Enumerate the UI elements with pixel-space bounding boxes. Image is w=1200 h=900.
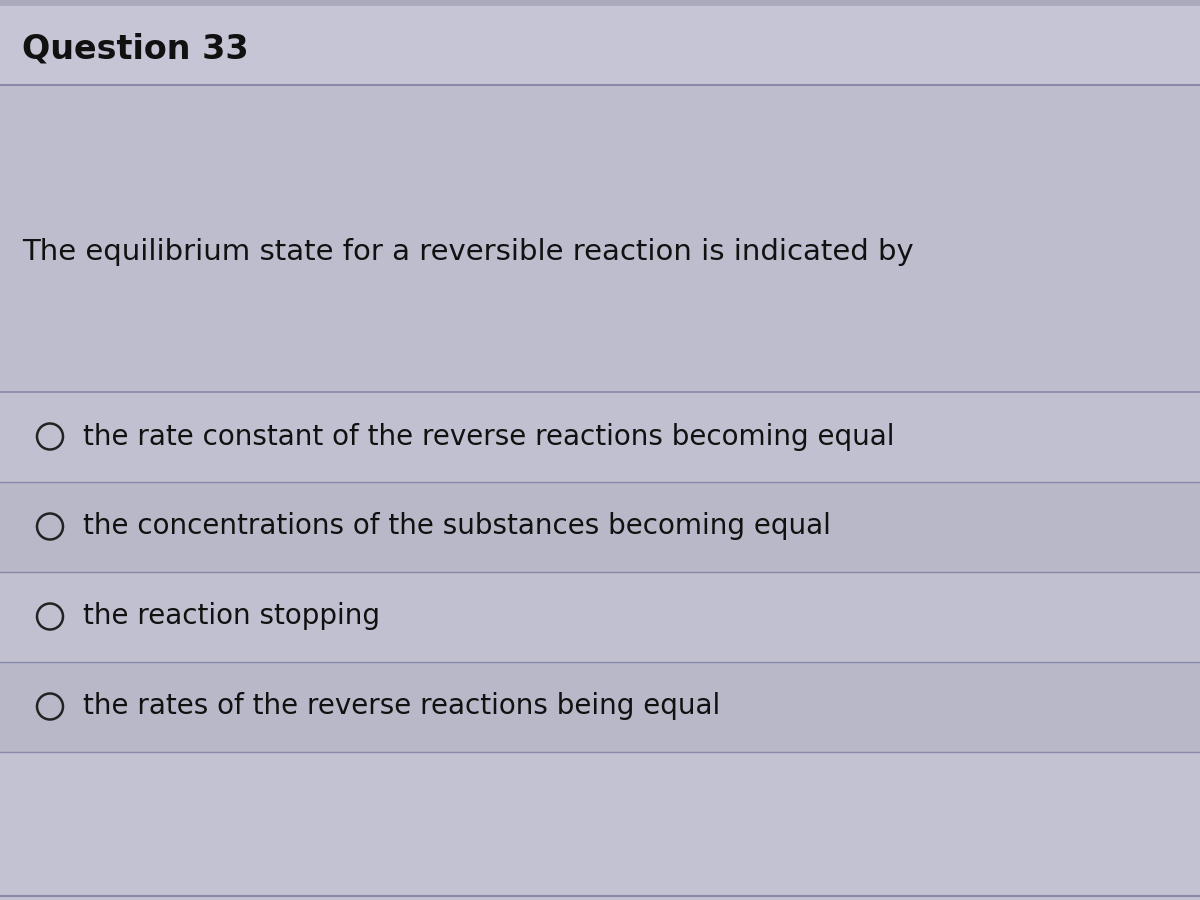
Bar — [0, 572, 1200, 662]
Text: the rates of the reverse reactions being equal: the rates of the reverse reactions being… — [83, 692, 720, 721]
Text: the reaction stopping: the reaction stopping — [83, 602, 380, 631]
Bar — [0, 482, 1200, 572]
Text: Question 33: Question 33 — [22, 33, 248, 66]
Bar — [0, 6, 1200, 85]
Text: the concentrations of the substances becoming equal: the concentrations of the substances bec… — [83, 512, 830, 541]
Bar — [0, 752, 1200, 900]
Text: the rate constant of the reverse reactions becoming equal: the rate constant of the reverse reactio… — [83, 422, 894, 451]
Bar — [0, 0, 1200, 6]
Bar — [0, 392, 1200, 482]
Text: The equilibrium state for a reversible reaction is indicated by: The equilibrium state for a reversible r… — [22, 238, 913, 266]
Bar — [0, 662, 1200, 752]
